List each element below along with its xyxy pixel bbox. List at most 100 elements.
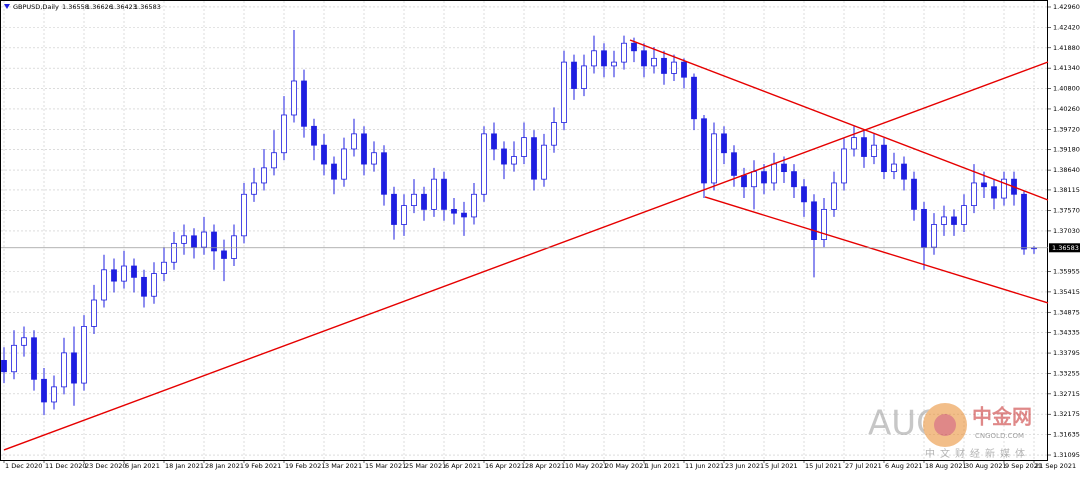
y-tick-label: 1.41880 <box>1053 44 1080 52</box>
x-tick-label: 28 Apr 2021 <box>525 462 565 470</box>
candle-body <box>791 171 797 188</box>
candle-body <box>571 61 577 89</box>
candle-body <box>831 182 837 210</box>
tagline: 中文财经新媒体 <box>925 447 1030 460</box>
y-tick-label: 1.31635 <box>1053 431 1080 439</box>
candle-body <box>71 352 77 384</box>
price-label-box <box>1049 243 1080 253</box>
candle-body <box>731 152 737 176</box>
y-tick-label: 1.34875 <box>1053 308 1080 316</box>
logo-inner <box>934 414 956 436</box>
candle-body <box>411 193 417 207</box>
candle-body <box>1 360 7 373</box>
candle-body <box>461 212 467 218</box>
y-tick-label: 1.40260 <box>1053 105 1080 113</box>
candle-body <box>81 326 87 384</box>
x-tick-label: 16 Apr 2021 <box>485 462 525 470</box>
brand: 中金网 <box>972 405 1032 429</box>
candle-body <box>201 231 207 248</box>
axis: 1.42960 1.42420 1.41880 1.41340 1.40800 1.402… <box>3 3 1080 470</box>
candle-body <box>561 61 567 123</box>
candle-body <box>631 42 637 52</box>
y-tick-label: 1.42960 <box>1053 3 1080 11</box>
symbol: GBPUSD,Daily <box>13 3 59 11</box>
x-tick-label: 3 Mar 2021 <box>325 462 362 470</box>
x-tick-label: 19 Feb 2021 <box>285 462 325 470</box>
x-tick-label: 15 Jul 2021 <box>805 462 842 470</box>
trendline <box>629 39 1049 201</box>
candle-body <box>901 163 907 180</box>
candle-body <box>211 231 217 252</box>
x-tick-label: 1 Dec 2020 <box>5 462 42 470</box>
candle-body <box>121 265 127 282</box>
candle-body <box>641 50 647 67</box>
candle-body <box>1001 178 1007 199</box>
y-tick-label: 1.39180 <box>1053 146 1080 154</box>
y-tick-label: 1.42420 <box>1053 23 1080 31</box>
candle-body <box>511 156 517 165</box>
candle-body <box>721 133 727 154</box>
y-tick-label: 1.41340 <box>1053 64 1080 72</box>
y-tick-label: 1.39720 <box>1053 125 1080 133</box>
candle-body <box>661 57 667 74</box>
y-tick-label: 1.31095 <box>1053 451 1080 459</box>
x-tick-label: 27 Jul 2021 <box>845 462 882 470</box>
candle-body <box>261 167 267 184</box>
x-tick-label: 1 Jun 2021 <box>645 462 680 470</box>
candle-body <box>301 80 307 127</box>
candle-body <box>811 201 817 240</box>
candle-body <box>501 148 507 165</box>
trendlines <box>1 39 1049 451</box>
candle-body <box>651 57 657 67</box>
x-tick-label: 9 Feb 2021 <box>245 462 281 470</box>
candle-body <box>431 178 437 210</box>
x-tick-label: 11 Jun 2021 <box>685 462 724 470</box>
candle-body <box>751 171 757 188</box>
candle-body <box>871 144 877 157</box>
candle-body <box>821 208 827 240</box>
candle-body <box>801 186 807 203</box>
candle-body <box>221 250 227 259</box>
candle-body <box>21 337 27 346</box>
y-tick-label: 1.33795 <box>1053 349 1080 357</box>
candle-body <box>101 269 107 301</box>
y-tick-label: 1.38640 <box>1053 166 1080 174</box>
candle-body <box>281 114 287 154</box>
candle-body <box>51 386 57 403</box>
candle-body <box>341 148 347 180</box>
candle-body <box>111 269 117 282</box>
x-tick-label: 10 May 2021 <box>565 462 607 470</box>
candle-body <box>711 133 717 184</box>
candle-body <box>531 137 537 180</box>
candle-body <box>371 152 377 165</box>
candle-body <box>851 137 857 150</box>
candle-body <box>251 182 257 195</box>
candle-body <box>541 144 547 180</box>
header: GBPUSD,Daily 1.36558 1.36626 1.36423 1.3… <box>4 3 161 11</box>
candle-body <box>271 152 277 169</box>
x-tick-label: 6 Aug 2021 <box>885 462 923 470</box>
candle-body <box>191 235 197 248</box>
candle-body <box>421 193 427 210</box>
x-tick-label: 20 May 2021 <box>605 462 647 470</box>
candle-body <box>181 235 187 244</box>
candle-body <box>671 61 677 74</box>
candle-body <box>231 235 237 259</box>
candle-body <box>351 133 357 150</box>
x-tick-label: 23 Dec 2020 <box>85 462 127 470</box>
candle-body <box>11 344 17 373</box>
candle-body <box>151 273 157 297</box>
candle-body <box>981 182 987 188</box>
candle-body <box>931 224 937 248</box>
y-tick-label: 1.37570 <box>1053 207 1080 215</box>
x-tick-label: 5 Jul 2021 <box>765 462 798 470</box>
y-tick-label: 1.35415 <box>1053 288 1080 296</box>
x-tick-label: 6 Jan 2021 <box>125 462 160 470</box>
candle-body <box>491 133 497 150</box>
candle-body <box>951 216 957 225</box>
candle-body <box>961 205 967 225</box>
candle-body <box>331 163 337 180</box>
x-tick-label: 25 Mar 2021 <box>405 462 446 470</box>
x-tick-label: 11 Dec 2020 <box>45 462 87 470</box>
